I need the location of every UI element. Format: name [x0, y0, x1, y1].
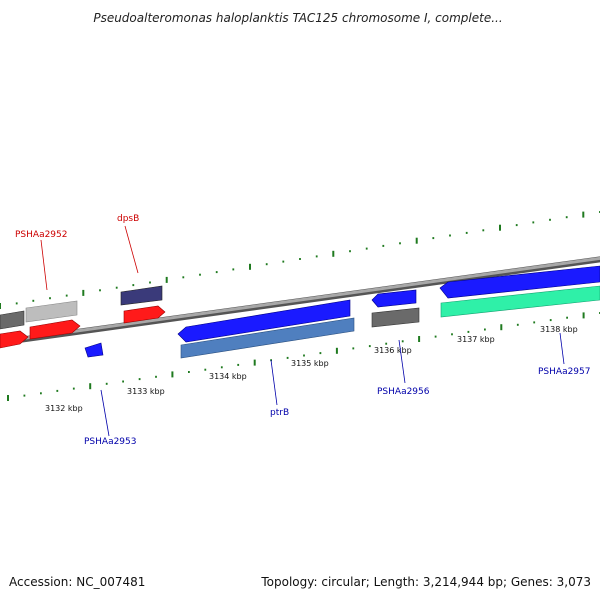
tick-label: 3135 kbp: [291, 359, 329, 368]
gene-labels: dpsB PSHAa2952 PSHAa2953 ptrB PSHAa2956 …: [15, 214, 590, 447]
gene-label-pshaa2953[interactable]: PSHAa2953: [84, 437, 136, 447]
accession-text: Accession: NC_007481: [9, 575, 145, 589]
tick-label: 3138 kbp: [540, 325, 578, 334]
tick-label: 3133 kbp: [127, 387, 165, 396]
gene-segment[interactable]: [25, 300, 78, 323]
gene-segment[interactable]: [440, 285, 600, 318]
scale-labels: 3132 kbp 3133 kbp 3134 kbp 3135 kbp 3136…: [45, 325, 578, 413]
tick-label: 3132 kbp: [45, 404, 83, 413]
outer-dotted-ruler: [0, 211, 600, 309]
gene-label-pshaa2956[interactable]: PSHAa2956: [377, 387, 430, 397]
gene-label-dpsb[interactable]: dpsB: [117, 214, 139, 224]
gene-segment[interactable]: [0, 310, 25, 330]
inner-dotted-ruler: [7, 312, 600, 401]
tick-label: 3136 kbp: [374, 346, 412, 355]
gene-segment[interactable]: [371, 289, 417, 308]
gene-segment[interactable]: [371, 307, 420, 328]
gene-segment[interactable]: [180, 317, 355, 359]
map-title: Pseudoalteromonas haloplanktis TAC125 ch…: [93, 11, 502, 25]
tick-label: 3134 kbp: [209, 372, 247, 381]
gene-label-pshaa2952[interactable]: PSHAa2952: [15, 230, 67, 240]
gene-segment[interactable]: [84, 342, 104, 358]
gene-segment[interactable]: [439, 265, 600, 299]
gene-segment[interactable]: [0, 330, 29, 349]
reverse-strand-features: [0, 285, 600, 359]
tick-label: 3137 kbp: [457, 335, 495, 344]
forward-strand-features: [0, 265, 600, 330]
gene-segment[interactable]: [120, 285, 163, 306]
gene-label-pshaa2957[interactable]: PSHAa2957: [538, 367, 590, 377]
gene-segment[interactable]: [123, 305, 166, 324]
gene-segment[interactable]: [177, 299, 351, 343]
backbone: [0, 256, 600, 346]
gene-label-ptrb[interactable]: ptrB: [270, 408, 289, 418]
gene-segment[interactable]: [29, 319, 81, 340]
topology-summary: Topology: circular; Length: 3,214,944 bp…: [260, 575, 591, 589]
